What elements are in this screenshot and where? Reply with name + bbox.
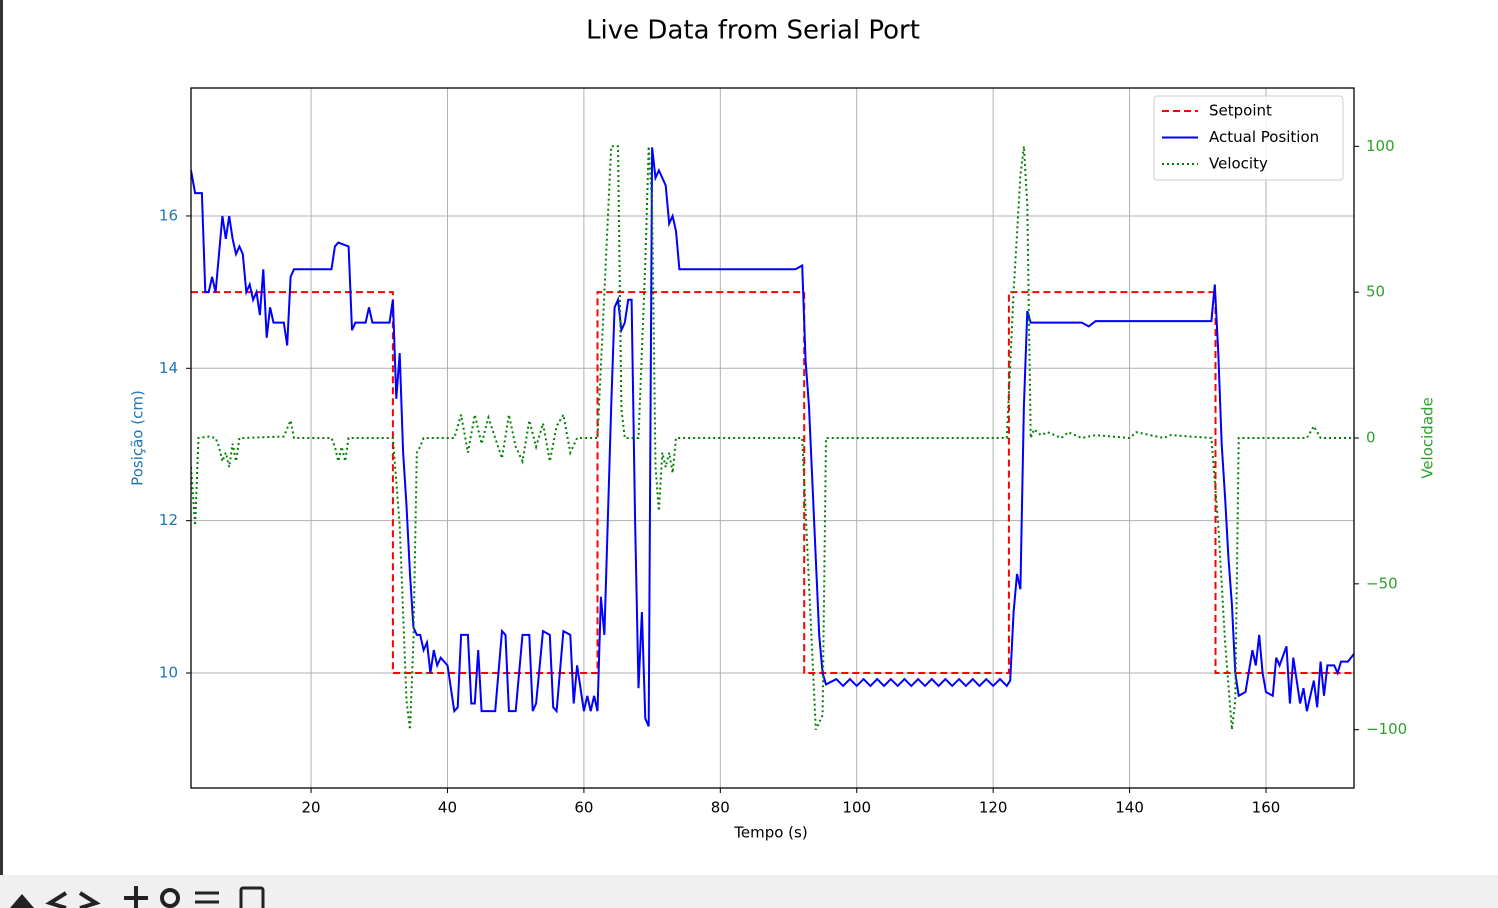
toolbar-bg	[0, 875, 1498, 908]
y-tick-label: 10	[159, 663, 178, 681]
series-line	[191, 145, 1354, 731]
legend-label: Actual Position	[1209, 128, 1319, 146]
window-edge	[0, 0, 3, 875]
x-axis-label: Tempo (s)	[733, 824, 807, 842]
x-tick-label: 120	[979, 799, 1008, 817]
y2-tick-label: −50	[1366, 574, 1398, 592]
back-button[interactable]	[45, 891, 68, 908]
y2-axis-label: Velocidade	[1419, 397, 1437, 479]
y2-tick-label: 100	[1366, 137, 1395, 155]
zoom-button[interactable]	[160, 888, 180, 908]
legend-box	[1153, 95, 1344, 181]
y-tick-label: 14	[159, 359, 178, 377]
x-tick-label: 60	[574, 799, 593, 817]
y2-tick-label: 0	[1366, 429, 1376, 447]
x-tick-label: 80	[711, 799, 730, 817]
x-tick-label: 40	[438, 799, 457, 817]
x-tick-label: 140	[1115, 799, 1144, 817]
series-line	[191, 147, 1354, 727]
configure-button[interactable]	[195, 891, 219, 904]
y2-tick-label: −100	[1366, 720, 1407, 738]
x-tick-label: 20	[302, 799, 321, 817]
chart-title: Live Data from Serial Port	[586, 16, 920, 46]
legend-label: Velocity	[1209, 155, 1268, 173]
legend-label: Setpoint	[1209, 102, 1272, 120]
y2-tick-label: 50	[1366, 283, 1385, 301]
y-axis-label: Posição (cm)	[129, 390, 147, 486]
x-tick-label: 100	[842, 799, 871, 817]
y-tick-label: 16	[159, 206, 178, 224]
home-button[interactable]	[10, 894, 34, 908]
x-tick-label: 160	[1252, 799, 1281, 817]
y-tick-label: 12	[159, 511, 178, 529]
pan-button[interactable]	[124, 886, 148, 908]
toolbar	[0, 875, 1498, 908]
forward-button[interactable]	[78, 891, 101, 908]
save-button[interactable]	[239, 886, 265, 908]
series-line	[191, 291, 1354, 674]
plot-frame	[190, 87, 1355, 789]
